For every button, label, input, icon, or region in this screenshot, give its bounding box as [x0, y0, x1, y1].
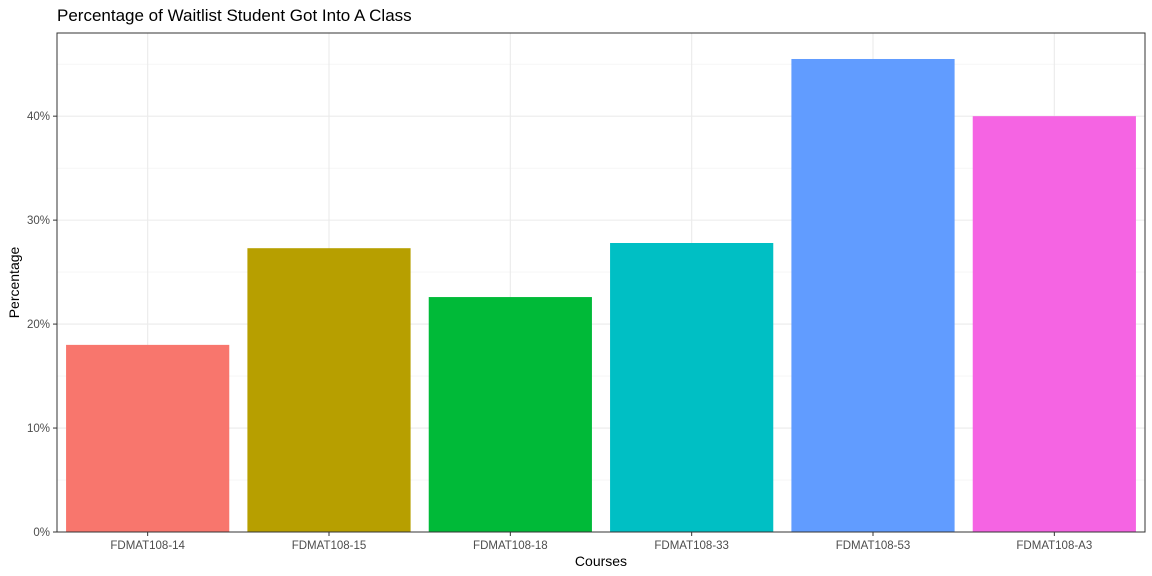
- y-tick-label: 0%: [33, 527, 50, 539]
- chart-title: Percentage of Waitlist Student Got Into …: [57, 6, 412, 25]
- plot-border: [56, 32, 1146, 533]
- y-axis: 0% 10% 20% 30% 40%: [27, 111, 57, 539]
- bars: [66, 58, 1136, 533]
- bar-fdmat108-18: [428, 297, 592, 532]
- y-tick-label: 20%: [27, 319, 50, 331]
- x-axis: FDMAT108-14 FDMAT108-15 FDMAT108-18 FDMAT10…: [110, 532, 1092, 552]
- bar-fdmat108-33: [610, 242, 774, 532]
- y-tick-label: 30%: [27, 215, 50, 227]
- x-tick-label: FDMAT108-15: [292, 540, 367, 552]
- bar-fdmat108-14: [66, 344, 230, 532]
- x-tick-label: FDMAT108-14: [110, 540, 185, 552]
- x-tick-label: FDMAT108-A3: [1016, 540, 1092, 552]
- y-tick-label: 40%: [27, 111, 50, 123]
- bar-fdmat108-53: [791, 58, 955, 532]
- x-tick-label: FDMAT108-33: [654, 540, 729, 552]
- x-tick-label: FDMAT108-53: [836, 540, 911, 552]
- bar-fdmat108-a3: [972, 116, 1136, 533]
- y-tick-label: 10%: [27, 423, 50, 435]
- x-tick-label: FDMAT108-18: [473, 540, 548, 552]
- bar-fdmat108-15: [247, 248, 411, 532]
- y-axis-title: Percentage: [6, 246, 22, 318]
- x-axis-title: Courses: [575, 553, 627, 569]
